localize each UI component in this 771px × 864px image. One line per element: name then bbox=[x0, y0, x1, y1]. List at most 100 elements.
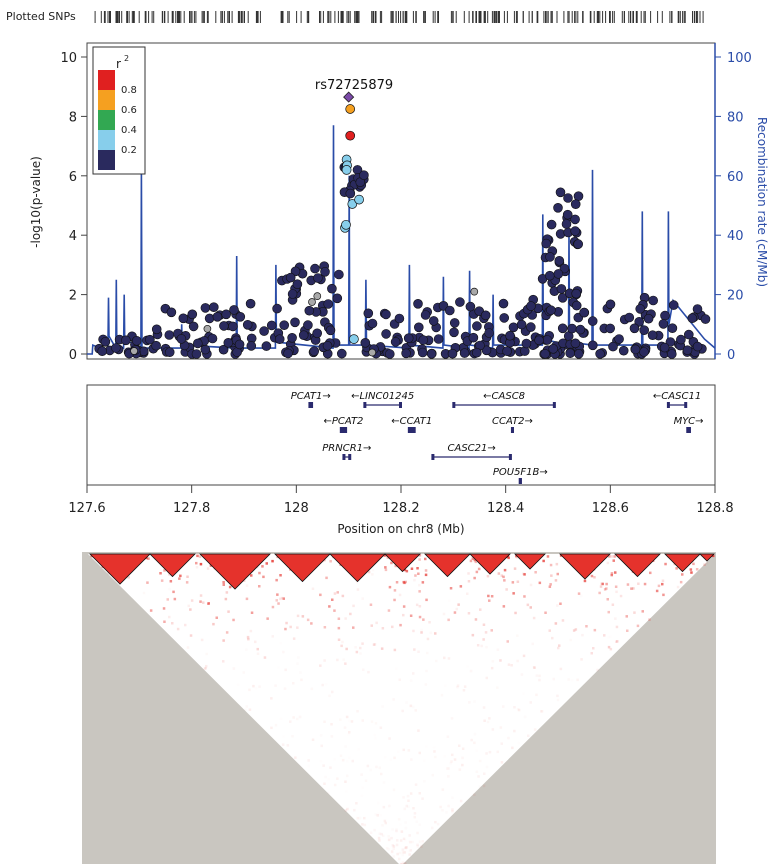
ld-cell bbox=[529, 606, 532, 609]
ld-cell bbox=[610, 555, 613, 558]
snp-point bbox=[465, 301, 476, 312]
ld-cell bbox=[222, 581, 225, 584]
snp-point bbox=[648, 295, 659, 306]
ld-cell bbox=[488, 717, 491, 720]
snp-point bbox=[563, 193, 573, 203]
ld-cell bbox=[412, 629, 415, 633]
snp-point bbox=[188, 321, 199, 332]
snp-point bbox=[526, 301, 536, 311]
ld-cell bbox=[403, 851, 406, 854]
ld-cell bbox=[311, 587, 315, 590]
ld-cell bbox=[453, 611, 457, 614]
ld-cell bbox=[407, 799, 410, 802]
ld-cell bbox=[237, 683, 240, 686]
ld-cell bbox=[384, 566, 387, 569]
ld-cell bbox=[470, 738, 473, 742]
ld-cell bbox=[399, 623, 402, 627]
right-y-axis: 0 20 40 60 80 100 bbox=[714, 43, 752, 363]
ld-cell bbox=[523, 573, 526, 576]
ld-cell bbox=[372, 643, 376, 646]
ld-cell bbox=[556, 604, 559, 607]
snp-point bbox=[484, 328, 494, 338]
ld-cell bbox=[479, 760, 482, 763]
snp-point-highlight bbox=[347, 199, 358, 209]
ld-cell bbox=[513, 729, 516, 733]
ld-cell bbox=[448, 767, 451, 770]
snp-point bbox=[540, 348, 550, 359]
ld-cell bbox=[559, 667, 563, 671]
ld-cell bbox=[205, 653, 208, 656]
ld-cell bbox=[255, 687, 258, 690]
ld-cell bbox=[345, 715, 349, 719]
ld-cell bbox=[402, 580, 405, 584]
ld-cell bbox=[661, 579, 665, 582]
ld-cell bbox=[184, 623, 187, 627]
ld-cell bbox=[401, 861, 405, 864]
snp-point bbox=[676, 334, 686, 345]
ld-cell bbox=[435, 660, 438, 663]
snp-point bbox=[455, 297, 465, 307]
snp-point bbox=[449, 318, 460, 328]
snp-point bbox=[692, 341, 703, 352]
snp-point bbox=[643, 313, 654, 324]
ld-cell bbox=[423, 780, 426, 783]
ld-cell bbox=[346, 807, 349, 811]
ld-cell bbox=[398, 678, 401, 681]
x-axis-tick-label: 128.4 bbox=[487, 501, 524, 516]
snp-point bbox=[595, 348, 605, 359]
ld-cell bbox=[655, 589, 659, 593]
ld-cell bbox=[212, 622, 215, 626]
ld-cell bbox=[555, 562, 559, 566]
ld-cell bbox=[363, 816, 366, 820]
snp-point bbox=[525, 322, 536, 332]
ld-cell bbox=[643, 582, 647, 586]
ld-cell bbox=[283, 687, 287, 690]
ld-cell bbox=[661, 582, 664, 586]
snp-point bbox=[447, 348, 458, 359]
snp-point bbox=[587, 340, 598, 351]
ld-cell bbox=[386, 847, 389, 850]
ld-cell bbox=[456, 685, 459, 689]
ld-cell bbox=[280, 596, 284, 600]
ld-cell bbox=[431, 826, 434, 830]
snp-point bbox=[544, 270, 555, 281]
ld-cell bbox=[500, 574, 504, 577]
snp-point bbox=[207, 333, 218, 344]
ld-cell bbox=[341, 758, 345, 762]
ld-cell bbox=[258, 685, 261, 688]
ld-cell bbox=[381, 627, 385, 630]
ld-cell bbox=[292, 716, 295, 719]
snp-point bbox=[223, 337, 234, 348]
lead-snp-point bbox=[343, 91, 355, 103]
snp-point-highlight bbox=[345, 104, 356, 114]
ld-cell bbox=[373, 828, 376, 832]
snp-point bbox=[630, 344, 641, 355]
snp-point bbox=[176, 334, 187, 344]
ld-cell bbox=[609, 636, 612, 639]
ld-cell bbox=[507, 663, 511, 666]
ld-cell bbox=[607, 645, 611, 649]
snp-point bbox=[555, 187, 566, 198]
snp-point bbox=[320, 266, 330, 277]
ld-cell bbox=[378, 809, 381, 812]
ld-cell bbox=[297, 656, 300, 659]
plotted-snps-label: Plotted SNPs bbox=[6, 10, 76, 23]
ld-cell bbox=[459, 585, 463, 588]
ld-cell bbox=[256, 652, 260, 655]
ld-cell bbox=[488, 599, 491, 602]
ld-cell bbox=[434, 820, 437, 824]
ld-cell bbox=[328, 695, 331, 698]
ld-cell bbox=[527, 734, 530, 737]
ld-cell bbox=[456, 684, 460, 687]
ld-cell bbox=[378, 832, 382, 835]
ld-cell bbox=[424, 569, 428, 572]
ld-cell bbox=[409, 849, 412, 852]
ld-cell bbox=[485, 646, 488, 649]
ld-cell bbox=[486, 574, 490, 578]
ld-cell bbox=[544, 611, 547, 614]
ld-cell bbox=[601, 582, 604, 586]
ld-cell bbox=[338, 692, 341, 695]
ld-cell bbox=[361, 823, 364, 826]
ld-cell bbox=[436, 790, 439, 793]
legend-label-0-8: 0.8 bbox=[121, 85, 137, 96]
